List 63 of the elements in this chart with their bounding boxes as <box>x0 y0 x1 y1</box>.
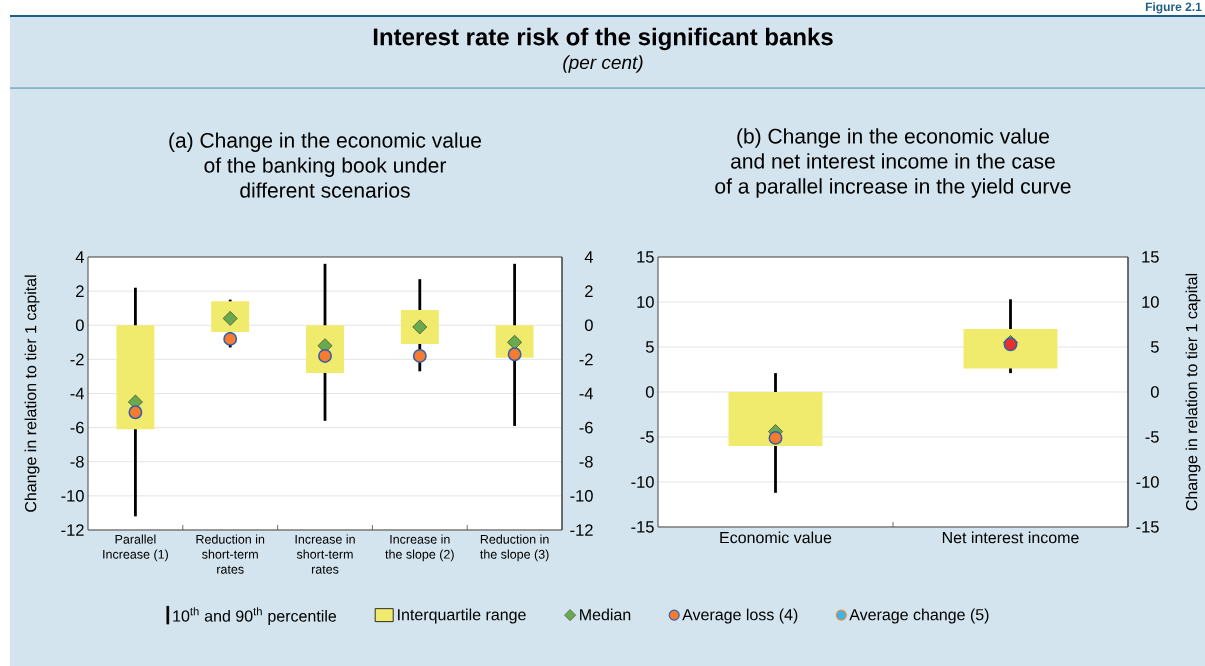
y-tick-label: -2 <box>70 353 84 366</box>
x-tick-label: Increase in the slope (2) <box>385 534 454 562</box>
legend-label: Average change (5) <box>849 608 989 624</box>
x-tick-label: Increase in short-term rates <box>295 534 355 574</box>
point <box>318 349 332 363</box>
y-tick-label: -4 <box>70 387 84 400</box>
bar <box>963 329 1058 369</box>
y2-tick-label: -12 <box>570 524 593 536</box>
y2-tick-label: -10 <box>1136 476 1159 488</box>
y2-tick-label: 5 <box>1150 341 1159 353</box>
x-tick-label: Reduction in short-term rates <box>196 534 265 574</box>
y-tick-label: -8 <box>70 455 84 468</box>
y2-tick-label: 0 <box>584 319 593 332</box>
y-tick-label: 10 <box>637 296 654 308</box>
text: Interest rate risk of the significant banks <box>373 27 833 51</box>
legend-label: Interquartile range <box>398 608 526 624</box>
legend-label: Median <box>580 608 631 621</box>
y2-tick-label: -8 <box>579 455 593 468</box>
y-tick-label: -15 <box>631 521 654 533</box>
y2-tick-label: 10 <box>1142 296 1159 308</box>
y-tick-label: 4 <box>75 251 84 263</box>
point <box>223 331 238 346</box>
x-tick-label: Parallel Increase (1) <box>103 534 168 562</box>
y-tick-label: -5 <box>640 431 654 443</box>
y2-tick-label: 15 <box>1142 251 1159 263</box>
y-tick-label: 0 <box>645 386 654 398</box>
legend-label: 10$^{th}$ and 90$^{th}$ percentile <box>173 607 337 625</box>
y-tick-label: 2 <box>76 285 84 297</box>
point <box>507 347 522 362</box>
bar <box>728 392 823 446</box>
chart-title: (b) Change in the economic value and net interest income in the case of a parallel increase in the yield curve <box>715 128 1071 198</box>
y-tick-label: -10 <box>61 490 84 502</box>
y2-tick-label: -4 <box>579 387 593 400</box>
y-tick-label: 5 <box>645 341 654 353</box>
y-tick-label: -10 <box>631 476 654 488</box>
y-axis-title: Change in relation to tier 1 capital <box>24 275 40 512</box>
caption: Figure 2.1 <box>1145 2 1202 14</box>
y-tick-label: -12 <box>61 524 84 536</box>
point <box>412 319 428 335</box>
point <box>507 334 522 350</box>
y2-tick-label: -5 <box>1145 431 1159 443</box>
point <box>222 311 238 326</box>
x-tick-label: Net interest income <box>942 531 1079 544</box>
text: (per cent) <box>563 55 643 73</box>
y2-axis-title: Change in relation to tier 1 capital <box>1185 273 1201 511</box>
y2-tick-label: -15 <box>1136 521 1159 533</box>
y2-tick-label: -6 <box>579 421 593 434</box>
y-tick-label: -6 <box>70 421 84 434</box>
y2-tick-label: -10 <box>570 490 593 502</box>
y2-tick-label: -2 <box>579 353 593 366</box>
point <box>128 405 143 420</box>
x-tick-label: Reduction in the slope (3) <box>480 534 549 562</box>
y2-tick-label: 4 <box>584 251 593 263</box>
y2-tick-label: 2 <box>585 285 593 297</box>
y2-tick-label: 0 <box>1150 386 1159 398</box>
point <box>768 430 783 445</box>
chart-title: (a) Change in the economic value of the banking book under different scenarios <box>169 132 482 198</box>
legend-label: Average loss (4) <box>682 608 798 624</box>
x-tick-label: Economic value <box>720 531 832 544</box>
y-tick-label: 15 <box>637 251 654 263</box>
y-tick-label: 0 <box>75 319 84 332</box>
point <box>412 349 427 363</box>
bar <box>116 325 155 430</box>
